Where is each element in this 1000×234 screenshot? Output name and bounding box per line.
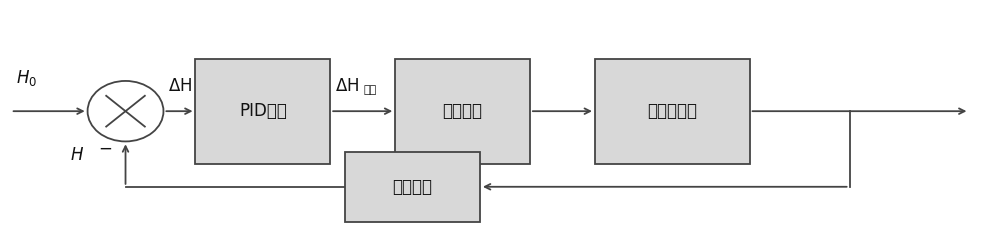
FancyBboxPatch shape [595,59,750,164]
Text: $\Delta$H: $\Delta$H [335,77,359,95]
Text: 推力分配: 推力分配 [443,102,483,120]
Text: PID算法: PID算法 [239,102,287,120]
Text: $\Delta$H: $\Delta$H [168,77,193,95]
FancyBboxPatch shape [345,152,480,222]
Text: H: H [70,146,83,164]
Text: H$_0$: H$_0$ [16,68,37,88]
Text: 滤波算法: 滤波算法 [393,178,433,196]
Text: 控制: 控制 [363,85,376,95]
Text: 电机螺旋桨: 电机螺旋桨 [647,102,697,120]
FancyBboxPatch shape [395,59,530,164]
Text: $-$: $-$ [98,139,112,157]
FancyBboxPatch shape [195,59,330,164]
